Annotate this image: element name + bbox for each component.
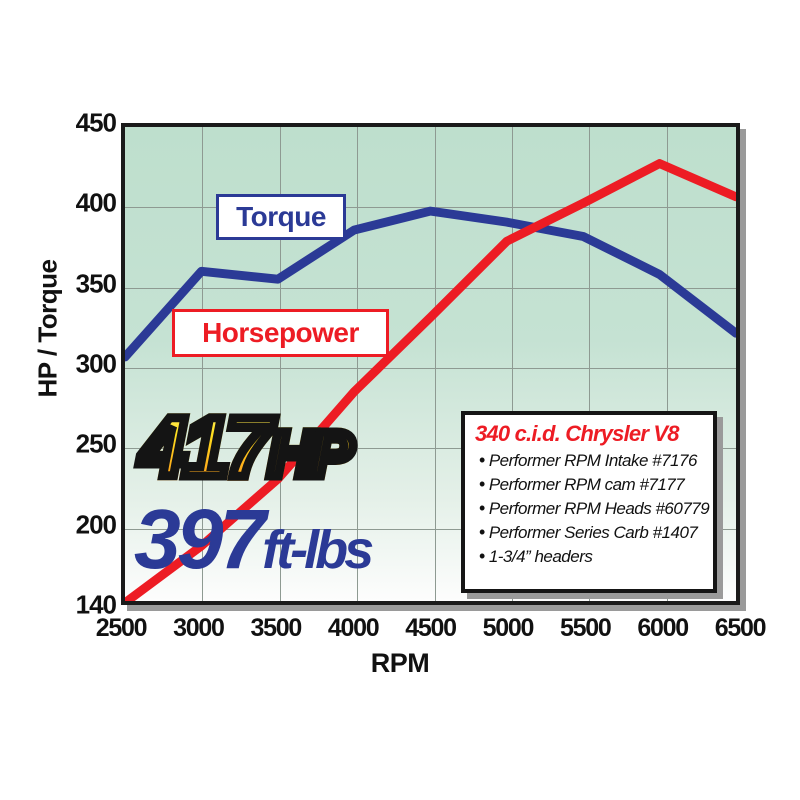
- bullet-icon: •: [479, 545, 485, 566]
- peak-horsepower-unit: HP: [264, 418, 358, 491]
- x-axis-tick-label: 4500: [405, 614, 457, 642]
- y-axis-title: HP / Torque: [32, 259, 63, 398]
- peak-torque-unit: ft-lbs: [262, 520, 374, 580]
- gridline-vertical: [511, 127, 513, 601]
- y-axis-tick-label: 200: [75, 509, 117, 540]
- gridline-horizontal: [125, 528, 736, 530]
- y-axis-tick-label: 350: [75, 268, 117, 299]
- bullet-icon: •: [479, 497, 485, 518]
- curve-layer: [125, 159, 736, 601]
- peak-figures-graphic: 417HP 397ft-lbs: [134, 401, 460, 595]
- bullet-icon: •: [479, 521, 485, 542]
- peak-horsepower-value: 417: [135, 400, 276, 494]
- x-axis-tick-label: 6000: [637, 614, 689, 642]
- gridline-horizontal: [125, 368, 736, 369]
- y-axis-tick-label: 400: [75, 187, 117, 218]
- peak-torque-value: 397: [134, 492, 266, 586]
- y-axis-tick-label: 140: [75, 589, 117, 620]
- engine-spec-item: • Performer RPM cam #7177: [475, 473, 705, 497]
- engine-spec-item-label: Performer RPM cam #7177: [488, 474, 685, 494]
- y-axis-tick-label: 250: [75, 428, 117, 459]
- torque-series-callout: Torque: [216, 194, 346, 240]
- x-axis-title: RPM: [370, 648, 430, 678]
- y-axis-tick-label: 450: [75, 107, 117, 138]
- peak-horsepower-graphic: 417HP: [135, 401, 358, 494]
- x-axis-tick-label: 5000: [482, 614, 535, 642]
- x-axis-tick-label: 6500: [714, 614, 767, 642]
- engine-spec-item-label: Performer RPM Heads #60779: [488, 498, 710, 518]
- engine-spec-title: 340 c.i.d. Chrysler V8: [475, 421, 680, 446]
- gridline-vertical: [434, 127, 436, 601]
- bullet-icon: •: [479, 473, 485, 494]
- gridline-vertical: [279, 127, 281, 601]
- engine-spec-item-label: 1-3/4” headers: [488, 546, 593, 566]
- gridline-vertical: [589, 127, 591, 601]
- gridline-vertical: [666, 127, 668, 601]
- engine-spec-item: • Performer Series Carb #1407: [475, 521, 705, 545]
- x-axis-tick-label: 5500: [560, 614, 612, 642]
- engine-spec-item: • Performer RPM Heads #60779: [475, 497, 710, 521]
- engine-spec-item: • 1-3/4” headers: [475, 545, 705, 569]
- horsepower-series-callout: Horsepower: [172, 309, 389, 357]
- engine-spec-box: 340 c.i.d. Chrysler V8 • Performer RPM In…: [461, 411, 717, 593]
- engine-spec-list: • Performer RPM Intake #7176 • Performer RP…: [475, 449, 710, 569]
- bullet-icon: •: [479, 450, 485, 470]
- x-axis-tick-label: 3000: [173, 614, 225, 642]
- engine-spec-item-label: Performer RPM Intake #7176: [488, 451, 698, 470]
- engine-spec-item: • Performer RPM Intake #7176: [475, 449, 705, 473]
- gridline-vertical: [202, 127, 204, 601]
- x-axis-tick-label: 3500: [250, 614, 303, 642]
- x-axis-tick-label: 4000: [327, 614, 380, 642]
- x-axis-tick-labels: 2500 3000 3500 4000 4500 5000 5500 6000 6500: [0, 614, 800, 648]
- engine-spec-item-label: Performer Series Carb #1407: [488, 522, 698, 542]
- x-axis-tick-label: 2500: [95, 614, 148, 642]
- gridline-horizontal: [125, 287, 736, 289]
- gridline-horizontal: [125, 448, 736, 450]
- y-axis-tick-labels: 450 400 350 300 250 200 140: [30, 0, 117, 800]
- y-axis-tick-label: 300: [75, 348, 117, 379]
- horsepower-curve: [125, 159, 736, 601]
- peak-torque-graphic: 397ft-lbs: [134, 497, 374, 581]
- torque-curve: [125, 206, 736, 362]
- gridline-vertical: [357, 127, 359, 601]
